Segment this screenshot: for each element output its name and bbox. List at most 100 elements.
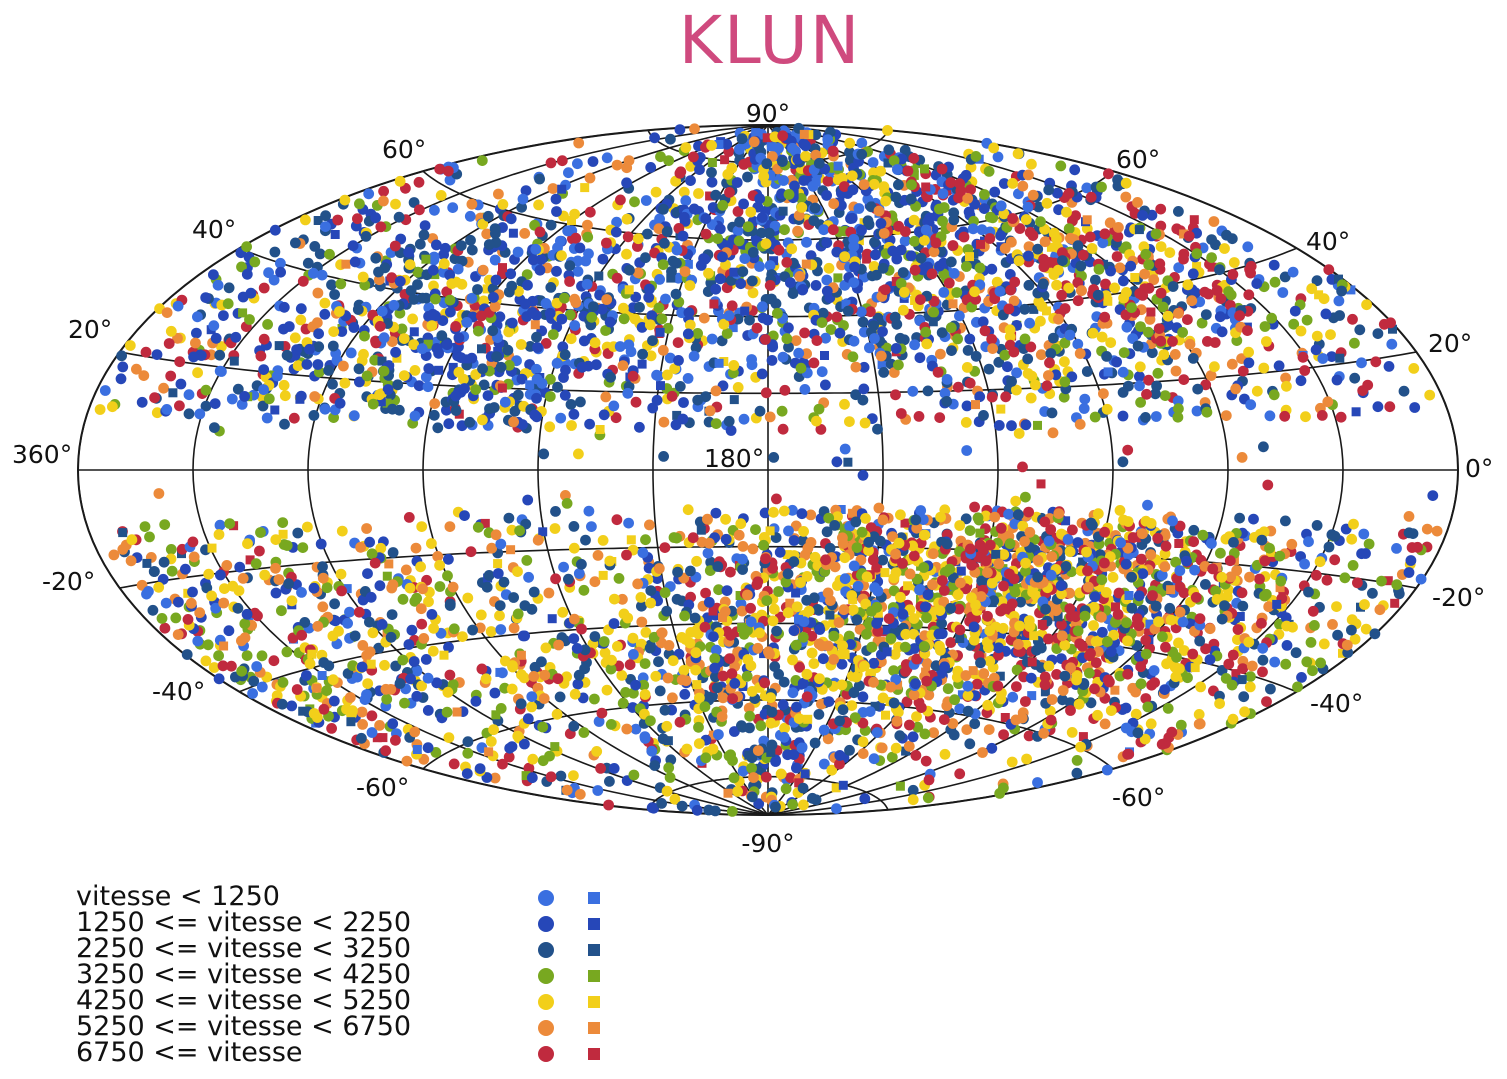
galaxy-point — [746, 275, 758, 287]
galaxy-point — [1036, 301, 1048, 312]
galaxy-point — [1295, 375, 1307, 387]
galaxy-point — [905, 250, 917, 262]
galaxy-point — [800, 140, 811, 152]
galaxy-point — [1053, 508, 1065, 519]
galaxy-point — [1174, 581, 1186, 593]
galaxy-point — [216, 341, 227, 352]
galaxy-point — [461, 317, 473, 328]
galaxy-point — [200, 292, 212, 303]
galaxy-point — [622, 231, 634, 243]
galaxy-point — [1160, 641, 1171, 653]
galaxy-point — [979, 189, 990, 200]
galaxy-point — [1085, 191, 1097, 203]
galaxy-point — [816, 317, 828, 328]
galaxy-point — [1146, 347, 1158, 359]
galaxy-point — [877, 262, 889, 274]
galaxy-point-square — [1029, 631, 1039, 641]
galaxy-point — [653, 223, 665, 235]
galaxy-point — [161, 307, 173, 318]
galaxy-point — [738, 413, 750, 425]
galaxy-point — [629, 196, 640, 208]
galaxy-point — [899, 641, 911, 653]
galaxy-point — [998, 580, 1009, 592]
galaxy-point — [1077, 249, 1089, 261]
galaxy-point — [1257, 642, 1269, 654]
galaxy-point — [774, 546, 786, 558]
galaxy-point — [1097, 237, 1109, 249]
galaxy-point — [1186, 295, 1198, 307]
galaxy-point — [1303, 586, 1314, 598]
galaxy-point — [151, 407, 163, 419]
galaxy-point — [295, 314, 307, 326]
galaxy-point — [378, 332, 390, 344]
galaxy-point — [992, 151, 1004, 163]
galaxy-point — [1152, 367, 1164, 379]
galaxy-point — [625, 346, 637, 358]
galaxy-point — [1297, 351, 1309, 363]
galaxy-point — [389, 240, 401, 252]
galaxy-point — [995, 522, 1007, 534]
galaxy-point — [1182, 279, 1194, 291]
galaxy-point — [494, 600, 506, 611]
galaxy-point — [1003, 303, 1015, 315]
galaxy-point — [1133, 590, 1145, 602]
galaxy-point — [1349, 337, 1360, 349]
galaxy-point — [227, 580, 239, 592]
galaxy-point — [375, 542, 387, 554]
galaxy-point — [473, 325, 484, 337]
galaxy-point — [655, 151, 666, 163]
galaxy-point — [138, 370, 150, 381]
galaxy-point — [1216, 571, 1228, 583]
galaxy-point — [1214, 264, 1225, 276]
galaxy-point — [292, 527, 304, 539]
galaxy-point — [1026, 158, 1037, 170]
galaxy-point — [756, 212, 768, 223]
galaxy-point — [1079, 393, 1091, 405]
galaxy-point — [409, 365, 421, 376]
galaxy-point — [601, 294, 613, 305]
galaxy-point — [846, 212, 858, 224]
galaxy-point — [575, 396, 586, 408]
galaxy-point-square — [880, 568, 890, 578]
galaxy-point — [1013, 428, 1025, 439]
galaxy-point — [682, 504, 694, 516]
galaxy-point — [907, 784, 919, 796]
galaxy-point — [939, 748, 951, 760]
galaxy-point — [920, 326, 932, 338]
galaxy-point — [1011, 681, 1022, 692]
galaxy-point — [622, 612, 634, 624]
galaxy-point — [1153, 616, 1164, 628]
galaxy-point — [1092, 289, 1104, 301]
galaxy-point — [1045, 348, 1057, 359]
galaxy-point — [948, 268, 960, 279]
galaxy-point — [750, 524, 761, 535]
galaxy-point-square — [1037, 619, 1047, 629]
galaxy-point — [961, 261, 972, 272]
galaxy-point — [1320, 308, 1332, 320]
galaxy-point — [1023, 241, 1035, 253]
galaxy-point — [584, 418, 595, 430]
galaxy-point — [1062, 534, 1074, 545]
galaxy-point-square — [462, 354, 471, 364]
galaxy-point — [947, 240, 959, 251]
galaxy-point — [644, 519, 655, 531]
galaxy-point — [497, 199, 509, 210]
galaxy-point — [737, 266, 749, 277]
galaxy-point — [1299, 365, 1311, 376]
galaxy-point — [958, 231, 970, 243]
galaxy-point — [621, 213, 633, 225]
galaxy-point — [1347, 313, 1358, 325]
galaxy-point — [404, 259, 416, 270]
galaxy-point — [1012, 638, 1024, 650]
galaxy-point — [998, 178, 1010, 189]
galaxy-point — [490, 529, 502, 541]
galaxy-point — [1093, 263, 1105, 275]
galaxy-point — [483, 570, 495, 581]
galaxy-point — [921, 657, 933, 669]
galaxy-point — [723, 310, 735, 322]
galaxy-point — [766, 355, 778, 366]
galaxy-point — [271, 370, 283, 382]
galaxy-point — [597, 535, 609, 546]
galaxy-point — [632, 267, 644, 279]
galaxy-point — [747, 247, 759, 258]
